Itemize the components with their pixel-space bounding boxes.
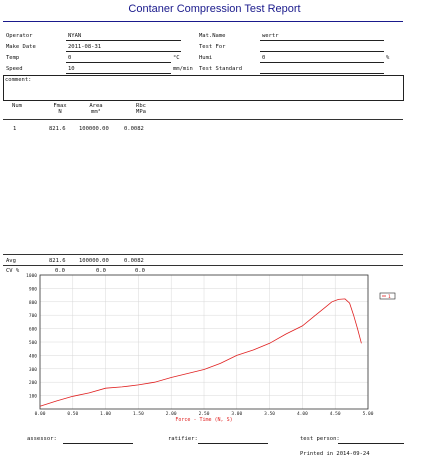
- avg-bottom-divider: [3, 265, 403, 266]
- comment-label: comment:: [5, 77, 32, 83]
- x-tick-label-4.50: 4.50: [330, 411, 341, 417]
- x-tick-label-2.00: 2.00: [166, 411, 177, 417]
- test-for-underline: [260, 51, 384, 52]
- y-tick-label-600: 600: [29, 327, 37, 333]
- operator-underline: [66, 40, 181, 41]
- speed-value: 10: [68, 66, 75, 72]
- test-for-label: Test For: [199, 44, 226, 50]
- chart-legend: 1: [379, 292, 396, 300]
- col-header-area-name: Area: [89, 103, 103, 109]
- humi-unit: %: [386, 55, 390, 61]
- ratifier-label: ratifier:: [168, 436, 198, 442]
- temp-value: 0: [68, 55, 72, 61]
- col-header-fmax-name: Fmax: [53, 103, 67, 109]
- row-1-fmax: 821.6: [49, 126, 66, 132]
- chart-y-tick-labels: 100 200 300 400 500 600 700 800 900 1000: [26, 273, 37, 400]
- y-tick-label-500: 500: [29, 340, 37, 346]
- assessor-label: assessor:: [27, 436, 57, 442]
- y-tick-label-300: 300: [29, 367, 37, 373]
- chart-plot-frame: [39, 274, 369, 410]
- avg-top-divider: [3, 254, 403, 255]
- printed-date: Printed in 2014-09-24: [300, 451, 370, 457]
- cv-fmax: 0.0: [55, 268, 65, 274]
- x-tick-label-1.00: 1.00: [100, 411, 111, 417]
- avg-label: Avg: [6, 258, 16, 264]
- test-standard-underline: [260, 73, 384, 74]
- y-tick-label-900: 900: [29, 286, 37, 292]
- row-1-area: 100000.00: [79, 126, 109, 132]
- x-tick-label-3.00: 3.00: [231, 411, 242, 417]
- avg-rbc: 0.0082: [124, 258, 144, 264]
- y-tick-label-800: 800: [29, 300, 37, 306]
- operator-label: Operator: [6, 33, 33, 39]
- y-tick-label-200: 200: [29, 380, 37, 386]
- avg-fmax: 821.6: [49, 258, 66, 264]
- x-tick-label-0.00: 0.00: [35, 411, 46, 417]
- col-header-rbc-name: Rbc: [136, 103, 146, 109]
- cv-label: CV %: [6, 268, 20, 274]
- test-person-label: test person:: [300, 436, 340, 442]
- make-date-label: Make Date: [6, 44, 36, 50]
- temp-unit: °C: [173, 55, 180, 61]
- comment-box: comment:: [3, 75, 404, 101]
- ratifier-signature-line: [198, 443, 268, 444]
- temp-underline: [66, 62, 171, 63]
- speed-label: Speed: [6, 66, 23, 72]
- row-1-rbc: 0.0082: [124, 126, 144, 132]
- cv-rbc: 0.0: [135, 268, 145, 274]
- col-header-fmax: Fmax N: [46, 103, 74, 115]
- col-header-area-unit: mm²: [91, 109, 101, 115]
- col-header-rbc-unit: MPa: [136, 109, 146, 115]
- y-tick-label-1000: 1000: [26, 273, 37, 279]
- y-tick-label-400: 400: [29, 353, 37, 359]
- col-header-num-name: Num: [12, 103, 22, 109]
- y-tick-label-100: 100: [29, 394, 37, 400]
- report-title: Contaner Compression Test Report: [128, 3, 301, 15]
- col-header-rbc: Rbc MPa: [128, 103, 154, 115]
- x-tick-label-3.50: 3.50: [264, 411, 275, 417]
- test-standard-label: Test Standard: [199, 66, 243, 72]
- chart-x-axis-label: Force - Time (N, S): [175, 417, 232, 423]
- chart-series-group: [39, 298, 362, 407]
- make-date-value: 2011-08-31: [68, 44, 102, 50]
- x-tick-label-0.50: 0.50: [67, 411, 78, 417]
- speed-underline: [66, 73, 171, 74]
- chart-grid: [39, 274, 369, 409]
- temp-label: Temp: [6, 55, 20, 61]
- legend-label-1: 1: [388, 294, 391, 300]
- chart-x-tick-labels: 0.00 0.50 1.00 1.50 2.00 2.50 3.00 3.50 4.00 4.50…: [35, 411, 374, 417]
- force-time-chart: 100 200 300 400 500 600 700 800 900 1000 0.00 0.50…: [26, 273, 396, 423]
- x-tick-label-1.50: 1.50: [133, 411, 144, 417]
- avg-area: 100000.00: [79, 258, 109, 264]
- title-divider: [3, 21, 403, 22]
- legend-box-1: [379, 292, 396, 300]
- x-tick-label-2.50: 2.50: [199, 411, 210, 417]
- mat-name-label: Mat.Name: [199, 33, 226, 39]
- mat-name-value: wertr: [262, 33, 279, 39]
- humi-label: Humi: [199, 55, 213, 61]
- table-header-divider: [3, 119, 403, 120]
- cv-area: 0.0: [96, 268, 106, 274]
- x-tick-label-5.00: 5.00: [363, 411, 374, 417]
- speed-unit: mm/min: [173, 66, 193, 72]
- col-header-area: Area mm²: [82, 103, 110, 115]
- humi-value: 0: [262, 55, 266, 61]
- y-tick-label-700: 700: [29, 313, 37, 319]
- make-date-underline: [66, 51, 181, 52]
- series-line-1: [39, 298, 362, 407]
- mat-name-underline: [260, 40, 384, 41]
- assessor-signature-line: [63, 443, 133, 444]
- row-1-num: 1: [13, 126, 17, 132]
- col-header-fmax-unit: N: [58, 109, 62, 115]
- humi-underline: [260, 62, 384, 63]
- col-header-num: Num: [4, 103, 30, 109]
- test-person-signature-line: [338, 443, 404, 444]
- operator-value: NYAN: [68, 33, 82, 39]
- x-tick-label-4.00: 4.00: [297, 411, 308, 417]
